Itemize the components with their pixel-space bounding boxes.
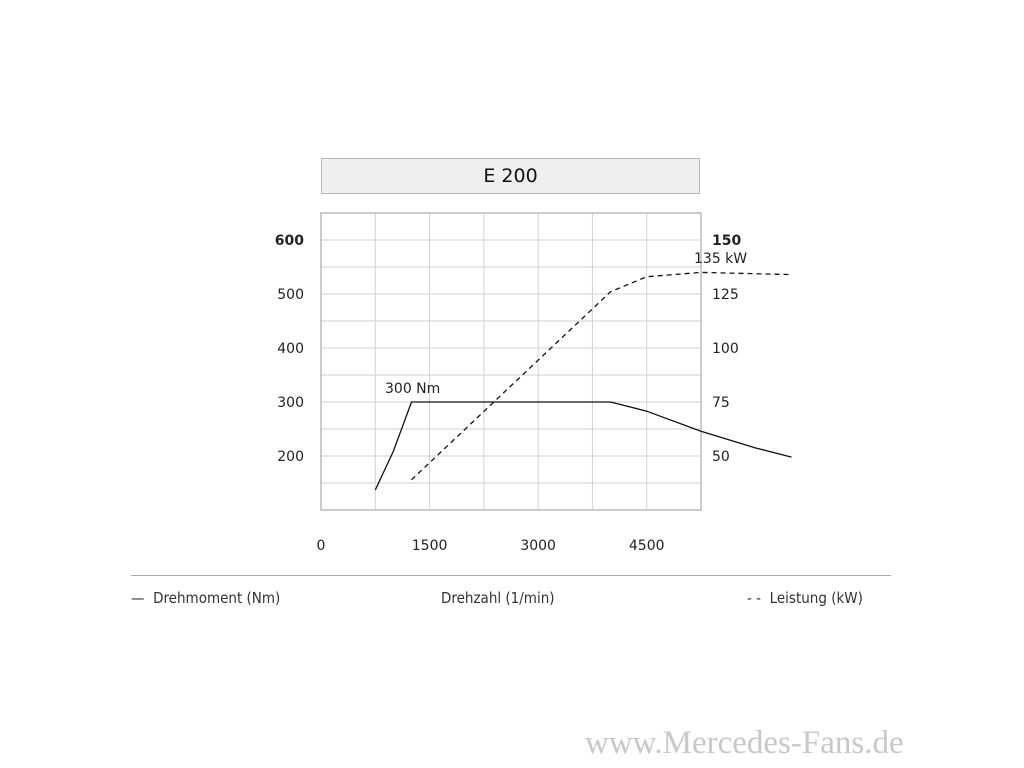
torque-line bbox=[374, 401, 792, 491]
y-right-tick-label: 75 bbox=[712, 395, 730, 411]
x-axis-label: Drehzahl (1/min) bbox=[441, 589, 555, 607]
x-tick-label: 4500 bbox=[629, 538, 665, 554]
chart-title: E 200 bbox=[321, 158, 700, 194]
grid bbox=[321, 213, 701, 510]
power-line bbox=[411, 271, 792, 481]
legend-power: - - Leistung (kW) bbox=[747, 589, 863, 607]
y-left-tick-label: 400 bbox=[277, 341, 304, 357]
annotation-torque: 300 Nm bbox=[385, 381, 440, 397]
y-left-tick-label: 200 bbox=[277, 449, 304, 465]
y-right-tick-label: 125 bbox=[712, 287, 739, 303]
x-tick-label: 0 bbox=[317, 538, 326, 554]
y-left-tick-label: 300 bbox=[277, 395, 304, 411]
y-left-tick-label: 600 bbox=[275, 233, 304, 249]
y-right-tick-label: 150 bbox=[712, 233, 741, 249]
annotation-power: 135 kW bbox=[694, 251, 747, 267]
legend-divider bbox=[131, 575, 891, 576]
y-left-tick-label: 500 bbox=[277, 287, 304, 303]
x-tick-label: 3000 bbox=[520, 538, 556, 554]
y-right-tick-label: 50 bbox=[712, 449, 730, 465]
y-right-tick-label: 100 bbox=[712, 341, 739, 357]
legend-torque: — Drehmoment (Nm) bbox=[131, 589, 280, 607]
plot-frame bbox=[320, 212, 702, 511]
dashed-line-symbol: - - bbox=[747, 589, 762, 607]
watermark: www.Mercedes-Fans.de bbox=[585, 725, 904, 761]
legend-power-label: Leistung (kW) bbox=[769, 589, 863, 607]
solid-line-symbol: — bbox=[131, 589, 145, 607]
legend-torque-label: Drehmoment (Nm) bbox=[153, 589, 281, 607]
x-tick-label: 1500 bbox=[412, 538, 448, 554]
